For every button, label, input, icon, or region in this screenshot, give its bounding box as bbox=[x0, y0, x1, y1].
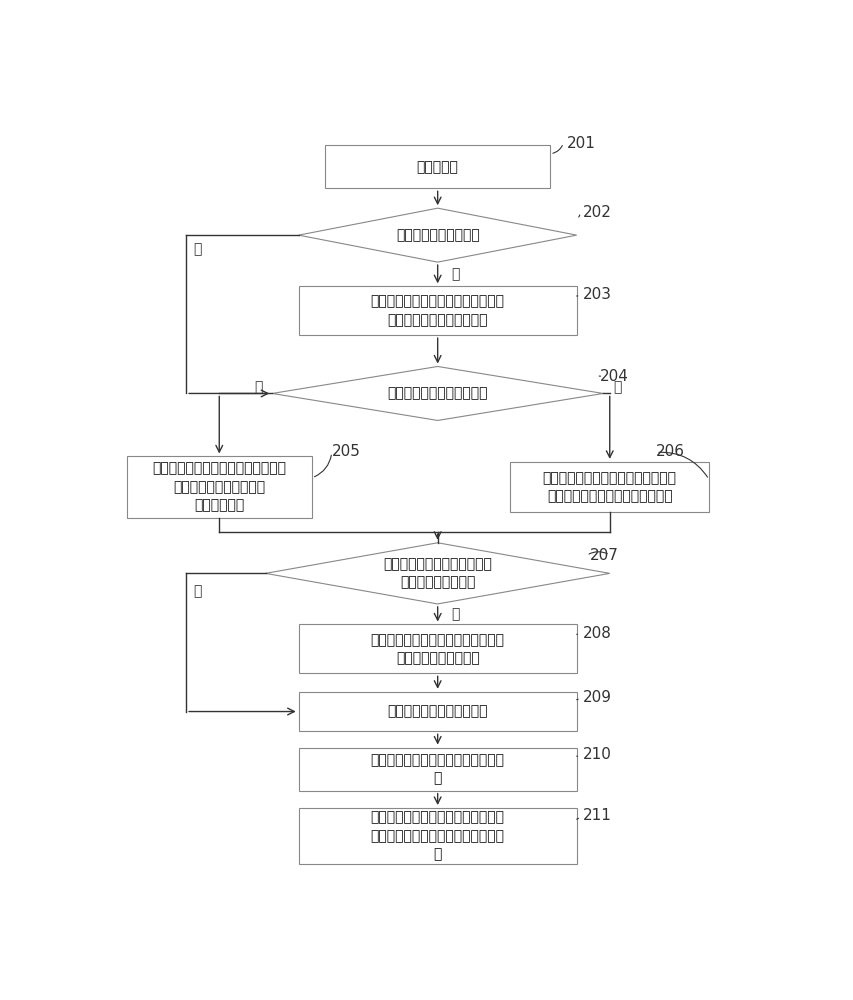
FancyBboxPatch shape bbox=[299, 286, 576, 335]
Text: 在所述编码数据中设置标示所述视频
帧为长期参考帧的信息: 在所述编码数据中设置标示所述视频 帧为长期参考帧的信息 bbox=[370, 633, 504, 665]
Polygon shape bbox=[299, 208, 576, 262]
Text: 201: 201 bbox=[566, 136, 595, 151]
Text: 判断是否满足第二预设条件: 判断是否满足第二预设条件 bbox=[387, 386, 487, 400]
Text: 202: 202 bbox=[583, 205, 612, 220]
Text: 将所述视频帧添加到参考帧缓存中并
标记为待生效的长期参考帧: 将所述视频帧添加到参考帧缓存中并 标记为待生效的长期参考帧 bbox=[370, 295, 504, 327]
Polygon shape bbox=[265, 543, 609, 604]
FancyBboxPatch shape bbox=[299, 692, 576, 731]
FancyBboxPatch shape bbox=[325, 145, 549, 188]
Text: 206: 206 bbox=[655, 444, 684, 459]
Polygon shape bbox=[272, 366, 602, 420]
Text: 210: 210 bbox=[583, 747, 612, 762]
Text: 204: 204 bbox=[599, 369, 628, 384]
Text: 向解码端发送所述编码数据: 向解码端发送所述编码数据 bbox=[387, 705, 487, 719]
FancyBboxPatch shape bbox=[299, 748, 576, 791]
FancyBboxPatch shape bbox=[299, 624, 576, 673]
FancyBboxPatch shape bbox=[299, 808, 576, 864]
FancyBboxPatch shape bbox=[510, 462, 708, 512]
Text: 207: 207 bbox=[589, 548, 618, 563]
Text: 是: 是 bbox=[450, 267, 459, 281]
Text: 利用参考帧缓存中的生效长期参考帧
对所述视频帧进行编码，
生成编码数据: 利用参考帧缓存中的生效长期参考帧 对所述视频帧进行编码， 生成编码数据 bbox=[152, 462, 286, 512]
Text: 利用参考帧缓存中的短期参考帧对所
述视频帧进行编码，生成编码数据: 利用参考帧缓存中的短期参考帧对所 述视频帧进行编码，生成编码数据 bbox=[543, 471, 676, 503]
FancyBboxPatch shape bbox=[126, 456, 311, 518]
Text: 203: 203 bbox=[583, 287, 612, 302]
Text: 是: 是 bbox=[450, 607, 459, 621]
Text: 是: 是 bbox=[253, 381, 262, 395]
Text: 209: 209 bbox=[583, 690, 612, 705]
Text: 获取视频帧: 获取视频帧 bbox=[416, 160, 458, 174]
Text: 否: 否 bbox=[193, 584, 201, 598]
Text: 将所述长期参考帧反馈针对的待生效
的长期参考帧标记为生效的长期参考
帧: 将所述长期参考帧反馈针对的待生效 的长期参考帧标记为生效的长期参考 帧 bbox=[370, 811, 504, 861]
Text: 否: 否 bbox=[193, 242, 201, 256]
Text: 否: 否 bbox=[612, 381, 621, 395]
Text: 205: 205 bbox=[332, 444, 360, 459]
Text: 208: 208 bbox=[583, 626, 612, 641]
Text: 判断是否满足周期定时: 判断是否满足周期定时 bbox=[395, 228, 479, 242]
Text: 211: 211 bbox=[583, 808, 612, 823]
Text: 判断所述视频帧是否被标记为
待生效的长期参考帧: 判断所述视频帧是否被标记为 待生效的长期参考帧 bbox=[383, 557, 491, 590]
Text: 接收来自所述解码端的长期参考帧反
馈: 接收来自所述解码端的长期参考帧反 馈 bbox=[370, 753, 504, 785]
